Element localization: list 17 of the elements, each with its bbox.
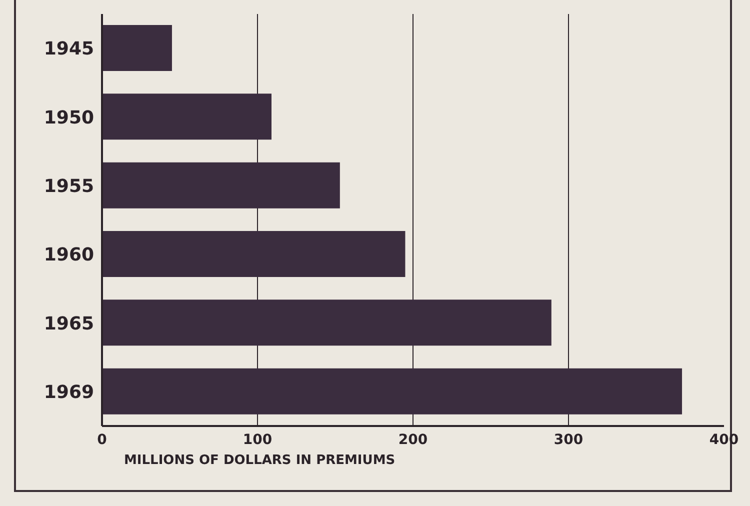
y-tick-label: 1955 [44,176,94,198]
x-tick-label: 200 [398,432,428,448]
bar [102,162,340,208]
x-tick-label: 0 [97,432,108,448]
x-axis-title: MILLIONS OF DOLLARS IN PREMIUMS [124,453,396,468]
x-tick-label: 300 [554,432,584,448]
x-tick-label: 100 [242,432,272,448]
y-tick-label: 1965 [44,313,94,334]
bar [102,94,272,140]
bar [102,231,406,277]
bar [102,368,682,414]
y-tick-label: 1950 [44,107,94,128]
bar [102,300,552,346]
y-tick-label: 1960 [44,244,94,266]
bar [102,25,172,71]
y-tick-label: 1945 [44,38,94,60]
y-tick-label: 1969 [44,382,94,404]
